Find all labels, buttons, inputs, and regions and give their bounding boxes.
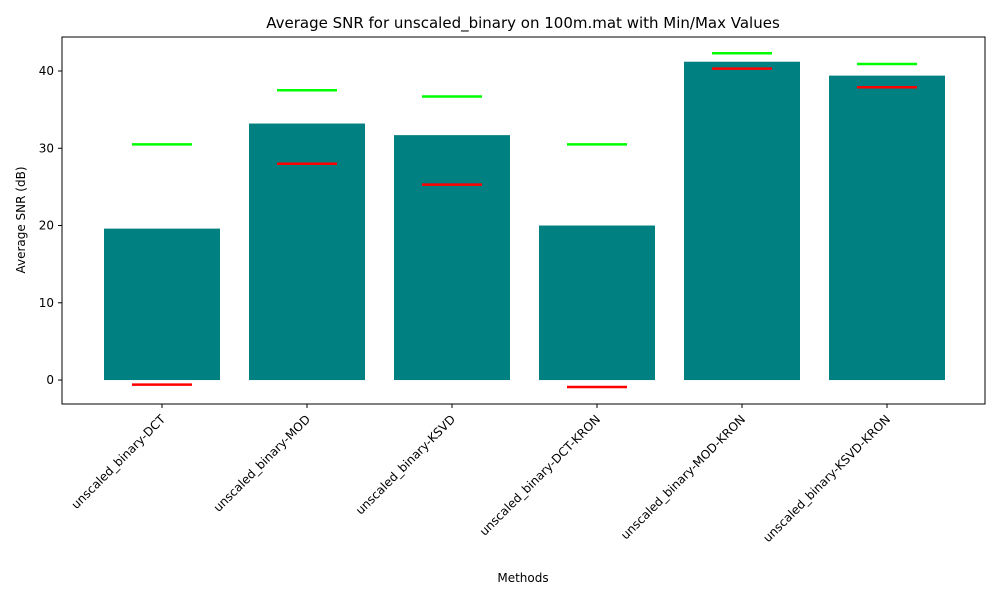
plot-area: 0 10 20 30 40 unscaled_binary-DCT unscaled_bin…: [39, 36, 986, 545]
chart-title: Average SNR for unscaled_binary on 100m.…: [266, 14, 780, 33]
x-tick-label: unscaled_binary-MOD-KRON: [618, 412, 748, 542]
x-tick-label: unscaled_binary-KSVD: [353, 412, 458, 517]
y-axis-label: Average SNR (dB): [14, 166, 28, 273]
bar-5: [684, 61, 800, 381]
y-tick-label: 40: [39, 64, 54, 78]
y-tick-label: 0: [46, 373, 54, 387]
x-tick-label: unscaled_binary-KSVD-KRON: [760, 412, 893, 545]
plot-frame: [61, 36, 986, 405]
bar-3: [394, 135, 510, 381]
bar-1: [104, 228, 220, 381]
bar-4: [539, 225, 655, 381]
y-tick-label: 10: [39, 296, 54, 310]
y-tick-label: 30: [39, 141, 54, 155]
y-tick-label: 20: [39, 219, 54, 233]
x-tick-label: unscaled_binary-DCT-KRON: [477, 412, 603, 538]
bar-2: [249, 123, 365, 381]
x-axis-label: Methods: [497, 571, 548, 585]
x-tick-label: unscaled_binary-MOD: [211, 412, 313, 514]
x-tick-label: unscaled_binary-DCT: [69, 412, 169, 512]
bar-6: [829, 75, 945, 381]
